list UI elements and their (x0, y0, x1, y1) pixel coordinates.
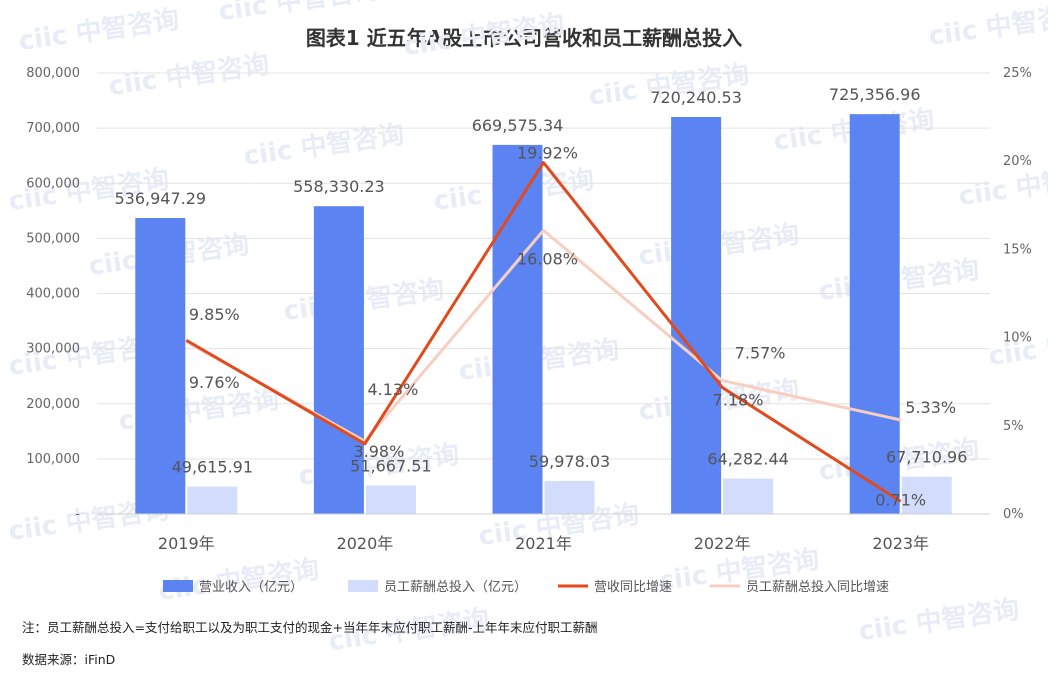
compensation-growth-label: 7.57% (735, 343, 786, 362)
left-axis-tick-label: 100,000 (26, 452, 80, 467)
category-label: 2019年 (158, 534, 215, 553)
legend-label: 营收同比增速 (594, 580, 672, 595)
compensation-bar (365, 485, 416, 514)
watermark-text: ciic 中智咨询 (857, 594, 1021, 647)
watermark-text: ciic 中智咨询 (927, 0, 1048, 52)
left-axis-tick-label: - (75, 507, 80, 522)
compensation-bar (544, 480, 595, 514)
chart-title: 图表1 近五年A股上市公司营收和员工薪酬总投入 (305, 26, 743, 50)
compensation-bar (901, 476, 952, 514)
revenue-growth-label: 3.98% (353, 442, 404, 461)
watermark-text: ciic 中智咨询 (402, 9, 566, 62)
compensation-data-label: 51,667.51 (350, 457, 431, 476)
revenue-bar (492, 144, 543, 514)
left-axis-tick-label: 400,000 (26, 287, 80, 302)
compensation-data-label: 67,710.96 (886, 448, 967, 467)
legend-swatch (163, 580, 193, 592)
left-axis-tick-label: 500,000 (26, 231, 80, 246)
left-axis-tick-label: 300,000 (26, 342, 80, 357)
right-axis-tick-label: 25% (1003, 66, 1032, 81)
compensation-data-label: 64,282.44 (707, 450, 788, 469)
right-axis-tick-label: 15% (1003, 242, 1032, 257)
right-axis-tick-label: 10% (1003, 331, 1032, 346)
compensation-data-label: 59,978.03 (529, 452, 610, 471)
watermark-text: ciic 中智咨询 (217, 0, 381, 27)
right-axis-tick-label: 0% (1003, 507, 1024, 522)
revenue-growth-label: 0.71% (875, 490, 926, 509)
category-label: 2022年 (694, 534, 751, 553)
watermark-text: ciic 中智咨询 (107, 49, 271, 102)
revenue-growth-label: 9.85% (189, 305, 240, 324)
legend-label: 员工薪酬总投入（亿元） (384, 579, 527, 595)
revenue-bar (849, 114, 900, 514)
compensation-bar (723, 478, 774, 514)
legend-label: 员工薪酬总投入同比增速 (746, 579, 889, 595)
compensation-growth-label: 4.13% (367, 380, 418, 399)
revenue-bar (135, 218, 186, 514)
revenue-data-label: 558,330.23 (293, 177, 385, 196)
revenue-data-label: 536,947.29 (114, 189, 206, 208)
right-axis-tick-label: 5% (1003, 419, 1024, 434)
category-label: 2023年 (872, 534, 929, 553)
category-label: 2021年 (515, 534, 572, 553)
left-axis-tick-label: 700,000 (26, 121, 80, 136)
revenue-growth-label: 7.18% (713, 390, 764, 409)
revenue-growth-line (185, 161, 902, 503)
category-label: 2020年 (337, 534, 394, 553)
compensation-growth-label: 16.08% (517, 249, 578, 268)
right-axis-tick-label: 20% (1003, 154, 1032, 169)
compensation-growth-label: 9.76% (189, 373, 240, 392)
compensation-data-label: 49,615.91 (172, 458, 253, 477)
watermark-text: ciic 中智咨询 (242, 119, 406, 172)
revenue-bar (671, 116, 722, 514)
left-axis-tick-label: 200,000 (26, 397, 80, 412)
revenue-data-label: 720,240.53 (650, 88, 742, 107)
revenue-growth-label: 19.92% (517, 144, 578, 163)
data-source: 数据来源：iFinD (22, 652, 116, 667)
compensation-growth-label: 5.33% (905, 398, 956, 417)
left-axis-tick-label: 800,000 (26, 66, 80, 81)
revenue-data-label: 725,356.96 (829, 85, 921, 104)
revenue-bar (313, 206, 364, 514)
left-axis-tick-label: 600,000 (26, 176, 80, 191)
legend-label: 营业收入（亿元） (199, 580, 303, 595)
watermark-text: ciic 中智咨询 (17, 4, 181, 57)
footnote: 注：员工薪酬总投入=支付给职工以及为职工支付的现金+当年年末应付职工薪酬-上年年… (22, 620, 598, 635)
legend-swatch (348, 580, 378, 592)
revenue-data-label: 669,575.34 (472, 116, 564, 135)
compensation-bar (187, 486, 238, 514)
